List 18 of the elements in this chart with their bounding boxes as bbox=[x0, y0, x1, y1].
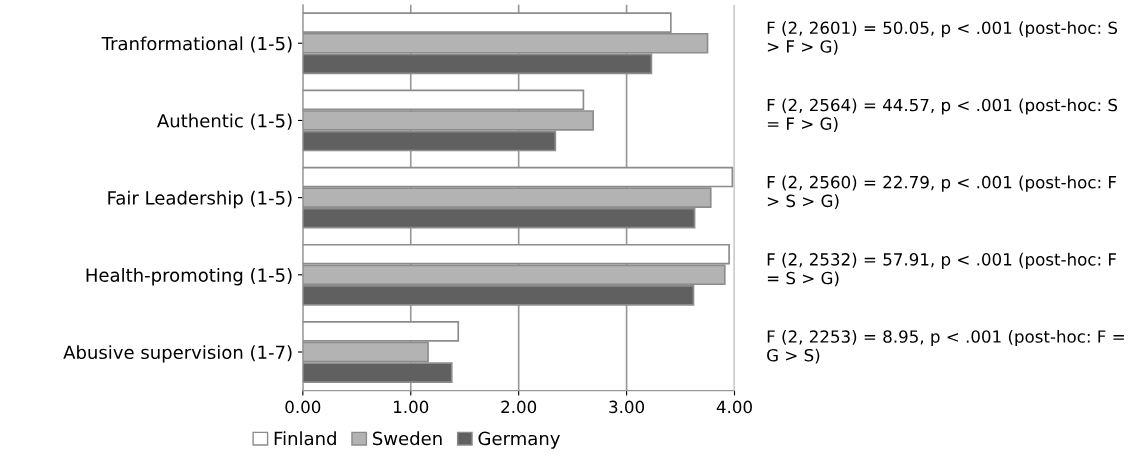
x-tick-label: 4.00 bbox=[716, 400, 752, 414]
y-tick-label: Health-promoting (1-5) bbox=[86, 267, 292, 286]
x-tick-label: 3.00 bbox=[609, 400, 645, 414]
y-tick-label: Authentic (1-5) bbox=[157, 113, 292, 130]
x-tick-label: 2.00 bbox=[501, 400, 537, 414]
y-tick-label: Abusive supervision (1-7) bbox=[63, 345, 292, 363]
text: F (2, 2253) = 8.95, p < .001 (post-hoc: F = G > S) bbox=[767, 329, 1124, 364]
x-tick-label: 0.00 bbox=[285, 400, 321, 414]
text: F (2, 2601) = 50.05, p < .001 (post-hoc: S > F > G) bbox=[767, 21, 1118, 55]
legend-label: Germany bbox=[478, 431, 560, 449]
text: F (2, 2564) = 44.57, p < .001 (post-hoc: S = F > G) bbox=[767, 98, 1118, 132]
x-tick-label: 1.00 bbox=[394, 400, 429, 414]
y-tick-label: Fair Leadership (1-5) bbox=[108, 190, 292, 209]
text: F (2, 2560) = 22.79, p < .001 (post-hoc: F > S > G) bbox=[767, 175, 1117, 210]
text: F (2, 2532) = 57.91, p < .001 (post-hoc: F = S > G) bbox=[767, 252, 1117, 287]
y-tick-label: Tranformational (1-5) bbox=[101, 36, 292, 53]
legend-label: Finland bbox=[274, 431, 336, 446]
legend-label: Sweden bbox=[373, 431, 442, 446]
